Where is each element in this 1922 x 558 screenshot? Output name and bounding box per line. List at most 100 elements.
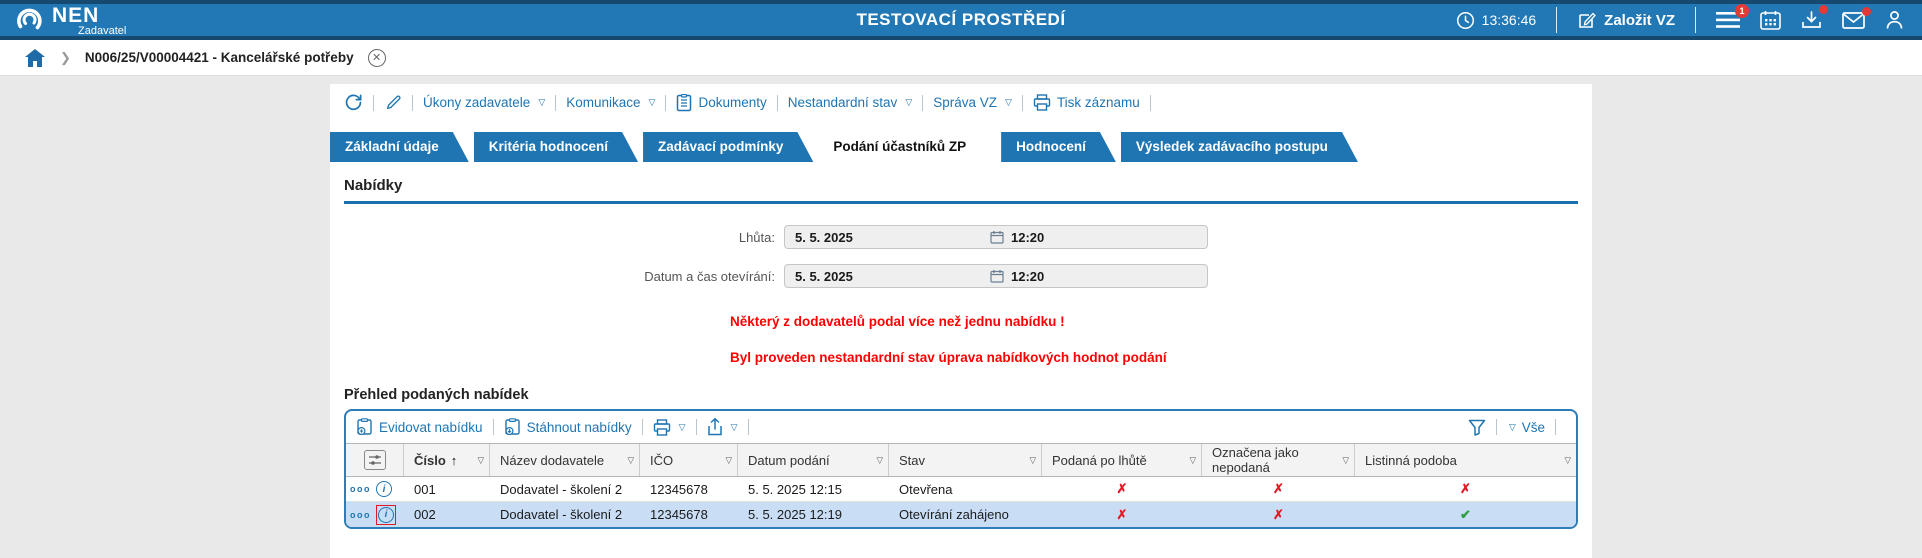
printer-icon: [653, 418, 671, 436]
toolbar-divider: [555, 94, 557, 111]
column-header-cislo[interactable]: Číslo ↑ ▽: [404, 444, 490, 476]
filter-caret-icon[interactable]: ▽: [477, 454, 484, 465]
column-header-ico[interactable]: IČO ▽: [640, 444, 738, 476]
mail-button[interactable]: [1842, 6, 1871, 29]
info-icon[interactable]: i: [378, 506, 394, 523]
tab-hodnoceni[interactable]: Hodnocení: [1001, 132, 1116, 162]
document-icon: [676, 93, 692, 112]
filter-caret-icon[interactable]: ▽: [1342, 454, 1349, 465]
filter-all-select[interactable]: ▽ Vše: [1508, 419, 1545, 435]
table-row[interactable]: ooo i 001 Dodavatel - školení 2 12345678…: [346, 477, 1576, 502]
toolbar-divider: [1021, 94, 1023, 111]
column-settings-button[interactable]: [346, 444, 404, 476]
column-settings-icon: [363, 450, 386, 470]
menu-ukony-zadavatele[interactable]: Úkony zadavatele ▽: [423, 95, 546, 110]
row-menu-icon[interactable]: ooo: [350, 509, 371, 520]
cell-datum: 5. 5. 2025 12:19: [748, 507, 842, 522]
header-divider: [1556, 7, 1558, 33]
tab-podani-ucastniku-zp[interactable]: Podání účastníků ZP: [818, 132, 996, 162]
tab-bar: Základní údaje Kritéria hodnocení Zadáva…: [330, 132, 1592, 162]
filter-caret-icon[interactable]: ▽: [627, 454, 634, 465]
cross-icon: ✗: [1116, 481, 1128, 496]
toolbar-divider: [412, 94, 413, 111]
print-record-button[interactable]: Tisk záznamu: [1033, 94, 1140, 111]
column-header-nepodana[interactable]: Označena jako nepodaná ▽: [1202, 444, 1355, 476]
user-button[interactable]: [1885, 10, 1904, 30]
calendar-icon[interactable]: [990, 269, 1004, 283]
column-header-nazev[interactable]: Název dodavatele ▽: [490, 444, 640, 476]
clock-icon: [1456, 11, 1475, 30]
table-row-selected[interactable]: ooo i 002 Dodavatel - školení 2 12345678…: [346, 502, 1576, 527]
top-header: NEN Zadavatel TESTOVACÍ PROSTŘEDÍ 13:36:…: [0, 0, 1922, 40]
chevron-down-icon: ▽: [538, 97, 546, 107]
menu-button[interactable]: 1: [1716, 4, 1749, 29]
opening-field[interactable]: 5. 5. 2025 12:20: [784, 264, 1208, 288]
breadcrumb-item[interactable]: N006/25/V00004421 - Kancelářské potřeby: [84, 50, 354, 65]
tab-zakladni-udaje[interactable]: Základní údaje: [330, 132, 469, 162]
row-menu-icon[interactable]: ooo: [350, 484, 371, 494]
info-icon[interactable]: i: [376, 481, 392, 497]
toolbar-divider: [776, 94, 778, 111]
chevron-right-icon: ❯: [60, 49, 71, 65]
download-offers-button[interactable]: Stáhnout nabídky: [504, 418, 632, 436]
menu-nestandardni-stav[interactable]: Nestandardní stav ▽: [787, 95, 913, 110]
opening-date-value: 5. 5. 2025: [795, 268, 853, 284]
sort-asc-icon: ↑: [450, 452, 458, 468]
column-header-po-lhute[interactable]: Podaná po lhůtě ▽: [1042, 444, 1202, 476]
clipboard-plus-icon: [356, 418, 373, 436]
deadline-date-value: 5. 5. 2025: [795, 229, 853, 245]
menu-sprava-vz[interactable]: Správa VZ ▽: [933, 95, 1012, 110]
column-header-stav[interactable]: Stav ▽: [889, 444, 1042, 476]
calendar-button[interactable]: [1760, 10, 1781, 30]
brand-name: NEN: [52, 3, 100, 27]
nen-logo[interactable]: NEN Zadavatel: [14, 3, 127, 37]
calendar-icon[interactable]: [990, 230, 1004, 244]
menu-dokumenty[interactable]: Dokumenty: [676, 93, 767, 112]
column-header-datum[interactable]: Datum podání ▽: [738, 444, 889, 476]
filter-caret-icon[interactable]: ▽: [1189, 454, 1196, 465]
offers-table-title: Přehled podaných nabídek: [344, 387, 529, 403]
cell-cislo: 001: [414, 481, 436, 497]
home-icon[interactable]: [24, 48, 46, 68]
cell-datum: 5. 5. 2025 12:15: [748, 481, 842, 497]
tab-vysledek-zadavaciho-postupu[interactable]: Výsledek zadávacího postupu: [1121, 132, 1358, 162]
warning-nonstandard-state: Byl proveden nestandardní stav úprava na…: [730, 350, 1167, 365]
filter-caret-icon[interactable]: ▽: [1564, 454, 1571, 465]
print-table-button[interactable]: ▽: [653, 418, 686, 436]
actions-toolbar: Úkony zadavatele ▽ Komunikace ▽ Dokumenty …: [330, 84, 1592, 119]
toolbar-divider: [1495, 419, 1497, 435]
tab-kriteria-hodnoceni[interactable]: Kritéria hodnocení: [474, 132, 638, 162]
toolbar-divider: [492, 419, 494, 435]
filter-caret-icon[interactable]: ▽: [1029, 454, 1036, 465]
downloads-button[interactable]: [1801, 5, 1828, 30]
export-button[interactable]: ▽: [707, 418, 738, 436]
mail-badge: [1862, 6, 1871, 16]
toolbar-divider: [373, 94, 374, 111]
chevron-down-icon: ▽: [1508, 421, 1516, 432]
edit-icon: [1577, 10, 1597, 30]
filter-button[interactable]: [1468, 419, 1486, 436]
create-vz-button[interactable]: Založit VZ: [1577, 10, 1675, 30]
register-offer-button[interactable]: Evidovat nabídku: [356, 418, 483, 436]
chevron-down-icon: ▽: [648, 97, 656, 107]
menu-komunikace[interactable]: Komunikace ▽: [566, 95, 656, 110]
cell-ico: 12345678: [650, 507, 708, 522]
edit-record-button[interactable]: [384, 94, 402, 112]
header-divider: [1695, 7, 1696, 33]
cell-cislo: 002: [414, 507, 436, 522]
printer-icon: [1033, 94, 1051, 111]
toolbar-divider: [1149, 94, 1151, 111]
cross-icon: ✗: [1116, 506, 1128, 522]
filter-caret-icon[interactable]: ▽: [725, 454, 732, 465]
clipboard-download-icon: [504, 418, 521, 436]
breadcrumb: ❯ N006/25/V00004421 - Kancelářské potřeb…: [0, 40, 1922, 76]
brand-role: Zadavatel: [78, 24, 127, 37]
tab-zadavaci-podminky[interactable]: Zadávací podmínky: [643, 132, 813, 162]
nonstandard-flag: i: [376, 504, 396, 525]
refresh-button[interactable]: [344, 93, 363, 112]
column-header-listinna[interactable]: Listinná podoba ▽: [1365, 452, 1571, 468]
chevron-down-icon: ▽: [1005, 97, 1012, 107]
deadline-field[interactable]: 5. 5. 2025 12:20: [784, 225, 1208, 249]
close-icon[interactable]: ✕: [367, 48, 386, 67]
filter-caret-icon[interactable]: ▽: [876, 454, 883, 465]
